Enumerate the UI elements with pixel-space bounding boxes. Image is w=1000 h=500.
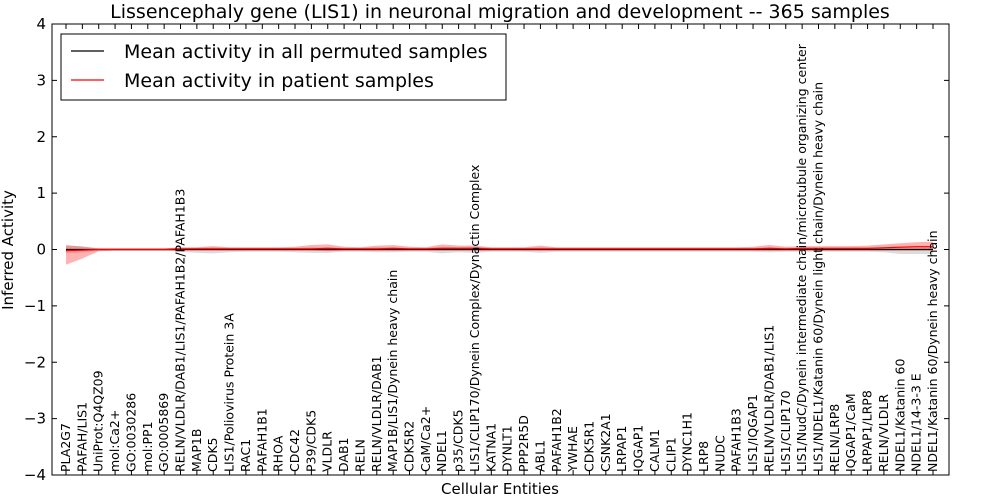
category-label: PAFAH1B3 bbox=[729, 408, 744, 472]
category-label: PLA2G7 bbox=[58, 423, 73, 472]
legend: Mean activity in all permuted samples Me… bbox=[60, 33, 507, 101]
category-label: PAFAH1B1 bbox=[254, 408, 269, 472]
category-label: LIS1/CLIP170 bbox=[778, 390, 793, 472]
category-label: LIS1/NDEL1/Katanin 60/Dynein light chain… bbox=[811, 82, 826, 472]
y-tick-label: −3 bbox=[24, 410, 46, 428]
y-axis-label: Inferred Activity bbox=[0, 190, 17, 310]
axis-ticks: −4 −3 −2 −1 0 1 2 3 4 bbox=[24, 15, 949, 484]
category-label: NDEL1 bbox=[434, 430, 449, 472]
y-tick-label: 3 bbox=[36, 71, 46, 89]
category-label: P39/CDK5 bbox=[303, 410, 318, 472]
chart-title: Lissencephaly gene (LIS1) in neuronal mi… bbox=[110, 1, 890, 23]
category-label: PAFAH1B2 bbox=[549, 408, 564, 472]
category-label: RELN/VLDLR/DAB1/LIS1 bbox=[761, 325, 776, 472]
category-label: CALM1 bbox=[647, 429, 662, 472]
category-label: RELN/LRP8 bbox=[827, 404, 842, 472]
category-label: MAP1B bbox=[189, 429, 204, 472]
category-label: CSNK2A1 bbox=[598, 413, 613, 472]
category-label: DYNC1H1 bbox=[680, 412, 695, 472]
category-label: CaM/Ca2+ bbox=[418, 406, 433, 472]
category-label: CDK5R1 bbox=[582, 421, 597, 472]
y-tick-label: 0 bbox=[36, 241, 46, 259]
x-axis-label: Cellular Entities bbox=[441, 480, 559, 498]
category-label: CDK5R2 bbox=[402, 421, 417, 472]
category-label: LIS1/Poliovirus Protein 3A bbox=[222, 313, 237, 472]
category-label: UniProt:Q4QZ09 bbox=[91, 370, 106, 472]
category-label: GO:0030286 bbox=[123, 393, 138, 472]
y-tick-label: 4 bbox=[36, 15, 46, 33]
category-label: MAP1B/LIS1/Dynein heavy chain bbox=[385, 270, 400, 472]
band-patient bbox=[66, 241, 933, 265]
category-label: NDEL1/Katanin 60 bbox=[892, 359, 907, 472]
category-label: p35/CDK5 bbox=[451, 409, 466, 472]
category-label: LIS1/CLIP170/Dynein Complex/Dynactin Com… bbox=[467, 165, 482, 472]
category-label: LRP8 bbox=[696, 441, 711, 472]
category-label: RHOA bbox=[271, 435, 286, 472]
legend-label-permuted: Mean activity in all permuted samples bbox=[124, 41, 487, 63]
category-label: RELN/VLDLR/DAB1 bbox=[369, 355, 384, 472]
plot-frame bbox=[51, 23, 950, 476]
y-tick-label: −4 bbox=[24, 466, 46, 484]
category-label: LRPAP1/LRP8 bbox=[860, 390, 875, 472]
category-label: KATNA1 bbox=[483, 423, 498, 472]
category-label: IQGAP1/CaM bbox=[843, 393, 858, 472]
category-label: ABL1 bbox=[532, 440, 547, 472]
category-label: GO:0005869 bbox=[156, 393, 171, 472]
series-line-patient bbox=[65, 246, 933, 252]
category-label: RAC1 bbox=[238, 439, 253, 472]
y-tick-label: −1 bbox=[24, 297, 46, 315]
category-label: mol:Ca2+ bbox=[107, 410, 122, 472]
category-label: VLDLR bbox=[320, 431, 335, 472]
category-label: DAB1 bbox=[336, 438, 351, 473]
y-tick-label: −2 bbox=[24, 353, 46, 371]
category-label: CDK5 bbox=[205, 437, 220, 472]
category-label: RELN/VLDLR bbox=[876, 394, 891, 472]
legend-label-patient: Mean activity in patient samples bbox=[124, 70, 434, 92]
category-label: LIS1/IQGAP1 bbox=[745, 394, 760, 472]
category-label: RELN/VLDLR/DAB1/LIS1/PAFAH1B2/PAFAH1B3 bbox=[173, 189, 188, 472]
category-label: LRPAP1 bbox=[614, 426, 629, 472]
category-label: LIS1/NudC/Dynein intermediate chain/micr… bbox=[794, 43, 809, 472]
category-labels: PLA2G7 PAFAH/LIS1 UniProt:Q4QZ09 mol:Ca2+ GO… bbox=[58, 24, 940, 475]
category-label: PPP2R5D bbox=[516, 415, 531, 472]
category-label: CDC42 bbox=[287, 429, 302, 472]
category-label: PAFAH/LIS1 bbox=[74, 402, 89, 472]
category-label: CLIP1 bbox=[663, 437, 678, 472]
category-label: NDEL1/Katanin 60/Dynein heavy chain bbox=[925, 230, 940, 472]
category-label: YWHAE bbox=[565, 426, 580, 473]
series-lines bbox=[65, 246, 933, 252]
category-label: mol:PP1 bbox=[140, 421, 155, 472]
category-label: DYNLT1 bbox=[500, 425, 515, 472]
category-label: IQGAP1 bbox=[631, 425, 646, 472]
category-label: NDEL1/14-3-3 E bbox=[909, 373, 924, 472]
legend-frame bbox=[60, 33, 507, 101]
category-label: NUDC bbox=[712, 435, 727, 472]
y-tick-label: 1 bbox=[36, 184, 46, 202]
y-tick-label: 2 bbox=[36, 128, 46, 146]
category-label: RELN bbox=[353, 439, 368, 472]
